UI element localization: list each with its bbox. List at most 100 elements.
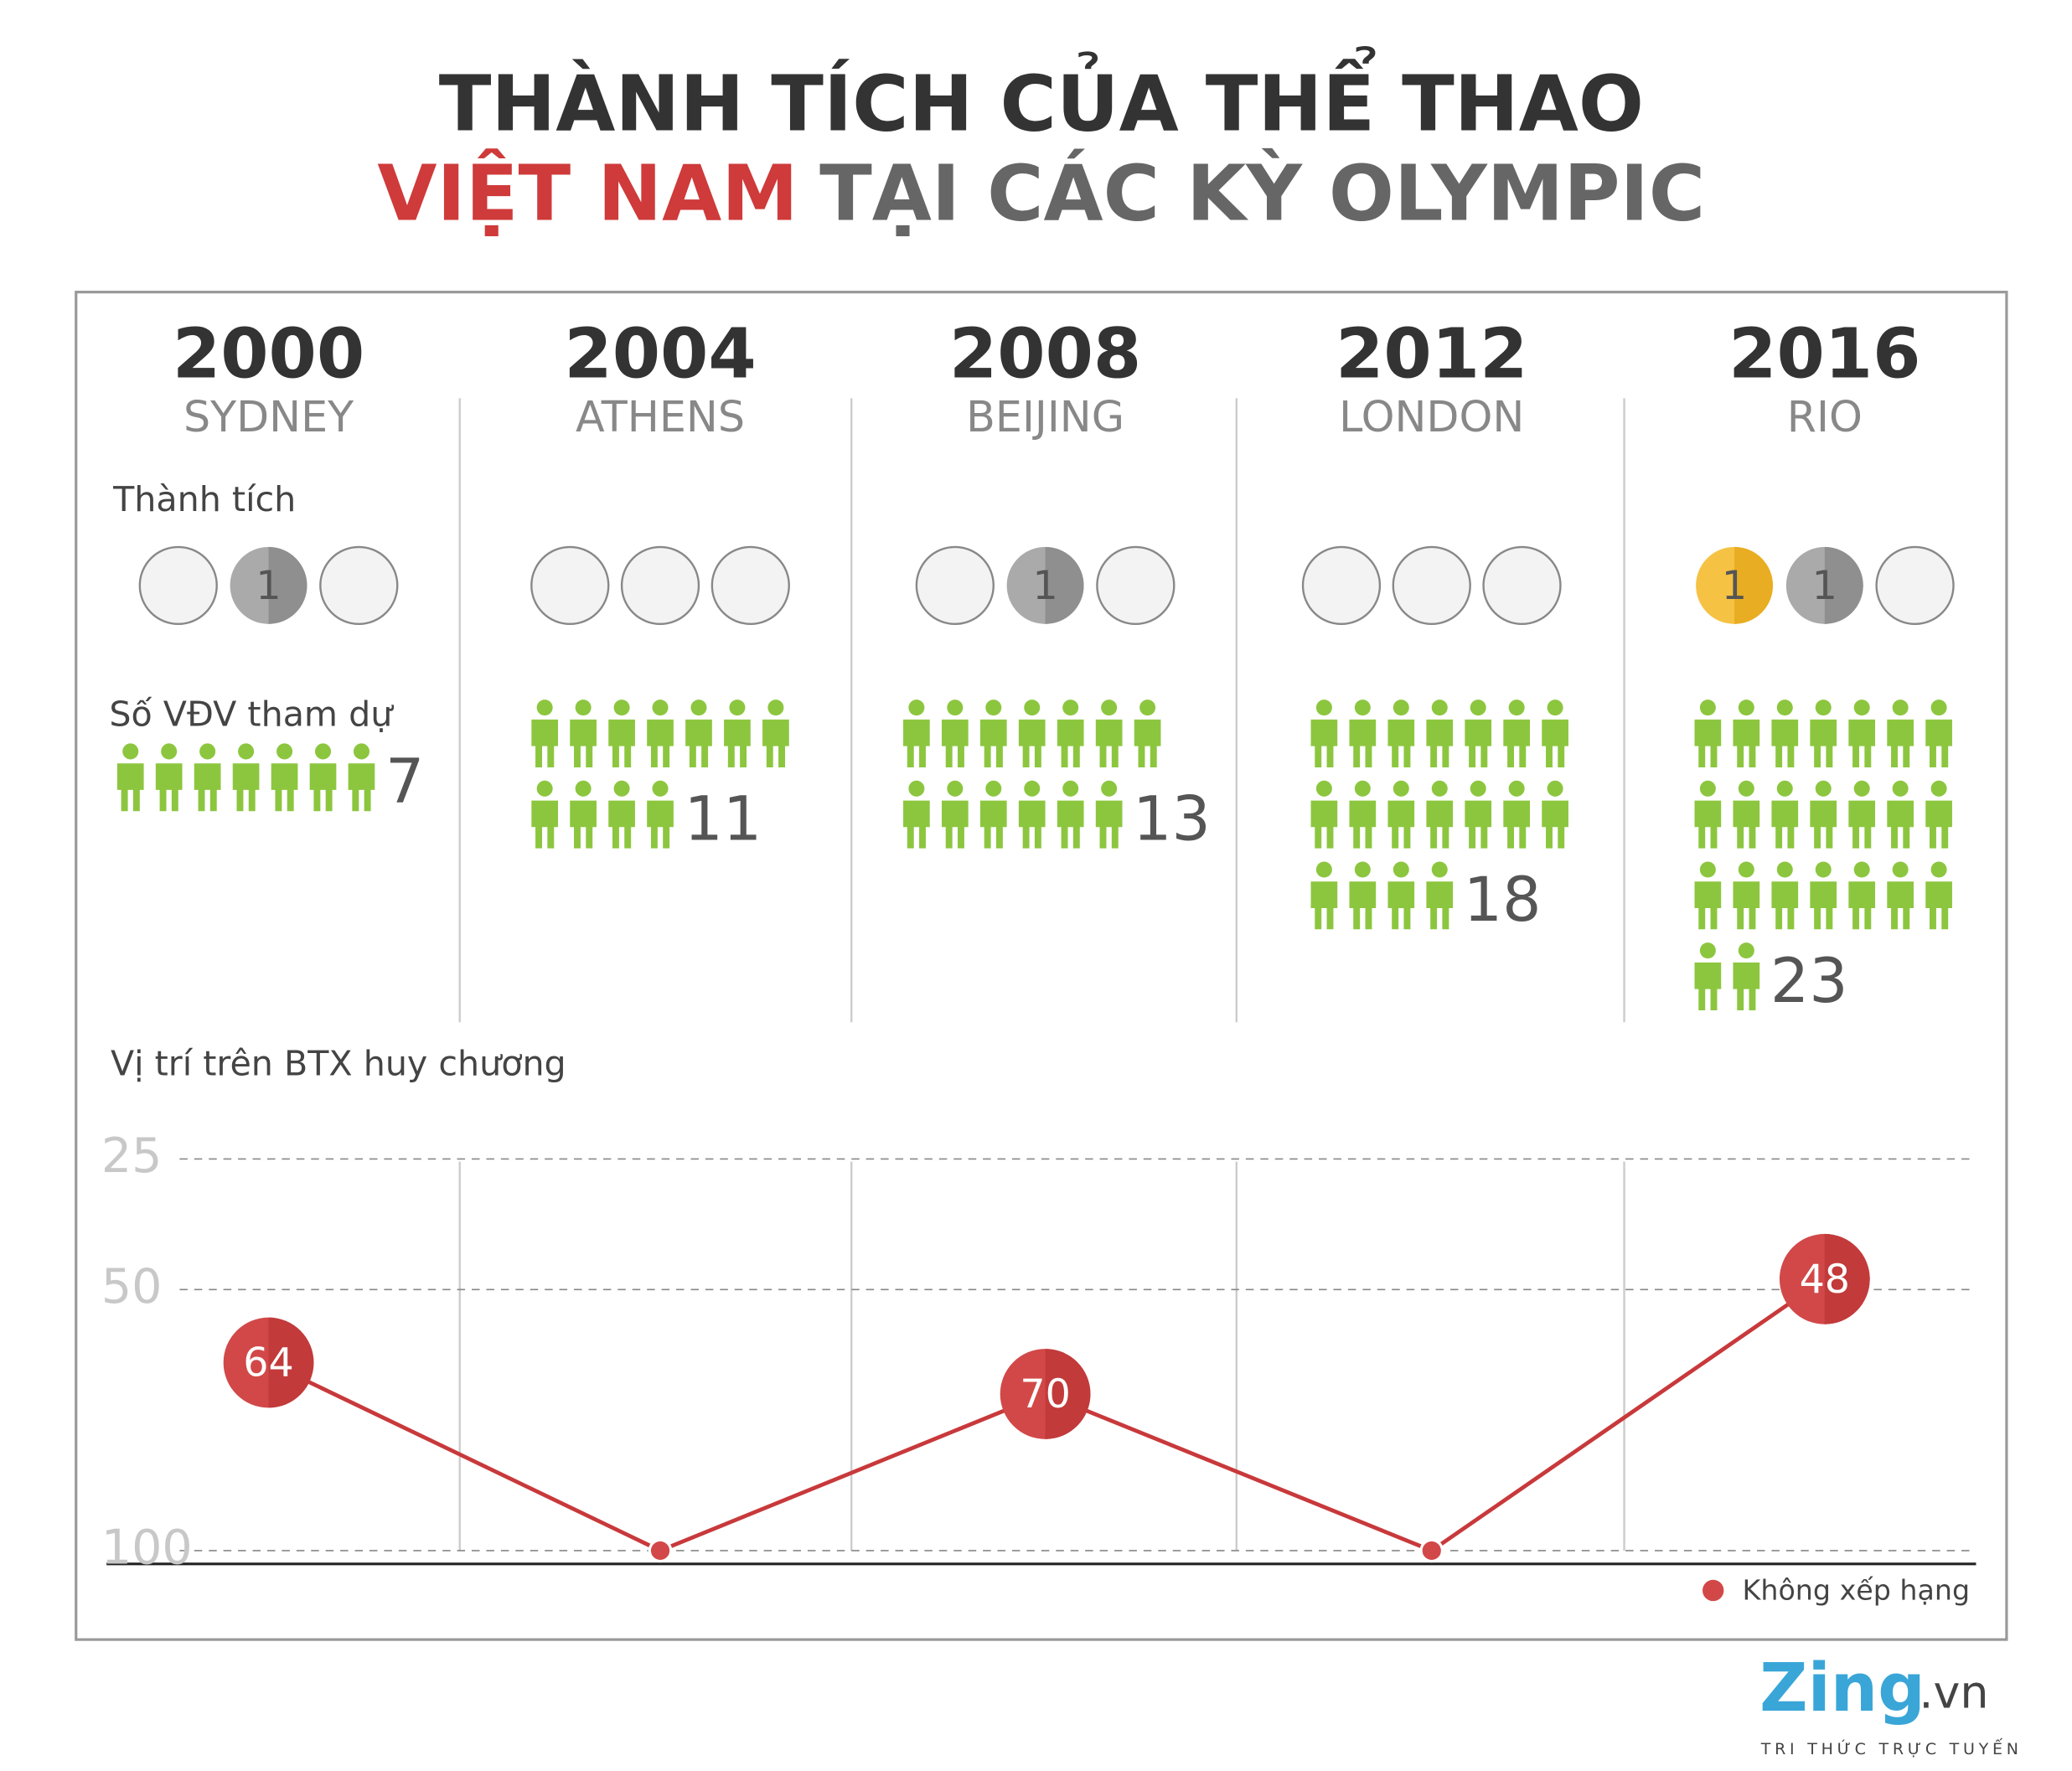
athlete-head bbox=[1062, 780, 1079, 797]
athlete-head bbox=[1738, 700, 1754, 716]
medal-empty bbox=[1392, 545, 1471, 626]
athlete-body bbox=[1694, 719, 1722, 767]
athlete-head bbox=[1431, 861, 1448, 878]
athlete-count: 11 bbox=[685, 784, 762, 855]
athlete-head bbox=[1815, 780, 1832, 797]
medal-empty bbox=[915, 545, 995, 626]
legend-label: Không xếp hạng bbox=[1743, 1574, 1971, 1607]
athlete-head bbox=[613, 780, 630, 797]
athlete-body bbox=[570, 719, 597, 767]
athlete-body bbox=[1887, 719, 1914, 767]
athlete-head bbox=[1062, 700, 1079, 716]
achievement-label: Thành tích bbox=[112, 479, 296, 519]
athlete-body bbox=[1848, 800, 1876, 849]
athlete-head bbox=[1101, 780, 1118, 797]
athlete-body bbox=[941, 800, 969, 849]
medal-empty bbox=[530, 545, 610, 626]
y-tick-label: 50 bbox=[101, 1259, 163, 1314]
logo-name: Zing bbox=[1759, 1649, 1925, 1727]
athlete-body bbox=[724, 719, 751, 767]
athlete-body bbox=[1349, 800, 1377, 849]
athlete-head bbox=[1699, 861, 1716, 878]
medal-empty bbox=[319, 545, 399, 626]
athlete-head bbox=[1892, 700, 1909, 716]
year: 2000 bbox=[173, 314, 364, 394]
athlete-body bbox=[1771, 800, 1799, 849]
athlete-head bbox=[1139, 700, 1156, 716]
athlete-head bbox=[1393, 861, 1409, 878]
title-rest: TẠI CÁC KỲ OLYMPIC bbox=[819, 147, 1705, 239]
athlete-body bbox=[1387, 800, 1415, 849]
medal-count: 1 bbox=[1812, 563, 1837, 609]
athlete-body bbox=[979, 800, 1007, 849]
city: RIO bbox=[1787, 392, 1863, 441]
athlete-head bbox=[1508, 700, 1525, 716]
athlete-body bbox=[309, 763, 337, 812]
athlete-body bbox=[685, 719, 712, 767]
athlete-head bbox=[652, 700, 669, 716]
athlete-icons bbox=[1694, 700, 1952, 1010]
rank-shade bbox=[1824, 1233, 1870, 1324]
athlete-body bbox=[1925, 719, 1952, 767]
city: BEIJING bbox=[966, 392, 1124, 441]
athlete-head bbox=[1738, 942, 1754, 959]
athlete-body bbox=[1426, 881, 1454, 930]
rank-label: 48 bbox=[1800, 1257, 1850, 1303]
athlete-head bbox=[575, 700, 592, 716]
athlete-head bbox=[353, 743, 369, 760]
rank-label: 70 bbox=[1020, 1371, 1070, 1417]
athlete-head bbox=[1024, 700, 1041, 716]
athlete-head bbox=[575, 780, 592, 797]
year: 2016 bbox=[1728, 314, 1920, 394]
athlete-body bbox=[1465, 719, 1492, 767]
medal-shade bbox=[1824, 546, 1863, 624]
medal-count: 1 bbox=[1032, 563, 1057, 609]
athlete-icons bbox=[116, 743, 375, 812]
athlete-head bbox=[1776, 780, 1793, 797]
athlete-head bbox=[908, 780, 925, 797]
athlete-head bbox=[1738, 780, 1754, 797]
athlete-head bbox=[1354, 700, 1371, 716]
athlete-body bbox=[271, 763, 298, 812]
athlete-body bbox=[1925, 881, 1952, 930]
y-tick-label: 100 bbox=[101, 1521, 193, 1576]
athlete-head bbox=[122, 743, 139, 760]
athlete-head bbox=[613, 700, 630, 716]
athlete-body bbox=[1810, 881, 1837, 930]
athlete-head bbox=[1315, 861, 1332, 878]
athlete-head bbox=[947, 700, 964, 716]
athlete-head bbox=[199, 743, 216, 760]
athletes-label: Số VĐV tham dự bbox=[109, 694, 394, 735]
athlete-head bbox=[1354, 861, 1371, 878]
athlete-head bbox=[1815, 700, 1832, 716]
city: SYDNEY bbox=[183, 392, 354, 441]
athlete-head bbox=[1315, 780, 1332, 797]
medal-empty bbox=[710, 545, 790, 626]
athlete-body bbox=[608, 800, 635, 849]
athlete-body bbox=[1694, 881, 1722, 930]
athlete-body bbox=[1057, 800, 1084, 849]
athlete-body bbox=[1095, 800, 1123, 849]
athlete-body bbox=[903, 719, 930, 767]
athlete-head bbox=[536, 780, 553, 797]
rank-shade bbox=[1045, 1349, 1091, 1439]
dividers bbox=[458, 398, 1625, 1551]
athlete-head bbox=[1930, 861, 1947, 878]
athlete-body bbox=[531, 719, 559, 767]
athlete-head bbox=[536, 700, 553, 716]
year: 2008 bbox=[949, 314, 1141, 394]
athlete-head bbox=[729, 700, 746, 716]
logo-domain: .vn bbox=[1919, 1665, 1988, 1718]
medal-empty bbox=[1482, 545, 1562, 626]
athlete-count: 18 bbox=[1464, 865, 1542, 936]
year: 2012 bbox=[1336, 314, 1527, 394]
athlete-body bbox=[570, 800, 597, 849]
athlete-head bbox=[1699, 942, 1716, 959]
athlete-head bbox=[1892, 861, 1909, 878]
athlete-head bbox=[1547, 700, 1563, 716]
athlete-body bbox=[647, 719, 674, 767]
athlete-body bbox=[1848, 719, 1876, 767]
athlete-head bbox=[1699, 780, 1716, 797]
medal-count: 1 bbox=[256, 563, 281, 609]
athlete-head bbox=[1930, 700, 1947, 716]
